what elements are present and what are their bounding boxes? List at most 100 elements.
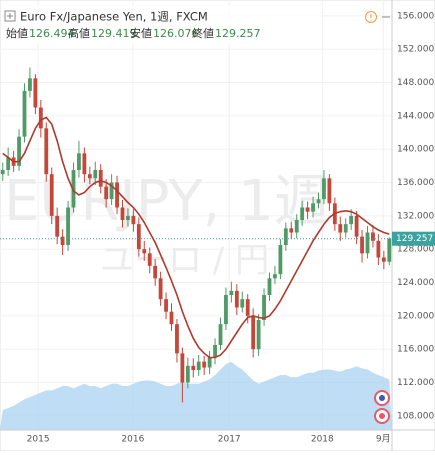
candle-body xyxy=(343,224,348,233)
candle-body xyxy=(158,278,163,300)
candle-body xyxy=(87,174,92,179)
candle-body xyxy=(175,324,179,354)
candle-body xyxy=(38,107,43,129)
ohlc-label: 安値 xyxy=(130,26,152,40)
candle-body xyxy=(196,361,201,370)
candle-body xyxy=(229,290,234,295)
y-tick-label: 144.000 xyxy=(397,111,434,121)
candle-body xyxy=(371,232,375,241)
candle-body xyxy=(213,345,217,358)
candle-body xyxy=(180,353,185,383)
candle-body xyxy=(338,224,343,233)
candle-body xyxy=(185,365,190,383)
y-tick-label: 148.000 xyxy=(397,78,434,88)
candle-body xyxy=(283,228,288,245)
candle-body xyxy=(349,215,354,225)
candle-body xyxy=(55,215,60,237)
candle-body xyxy=(207,357,212,368)
candle-body xyxy=(300,207,305,220)
candle-body xyxy=(316,199,321,204)
x-tick-label: 9月 xyxy=(376,434,391,445)
last-price-label: 129.257 xyxy=(396,234,433,244)
candle-body xyxy=(28,78,32,91)
candle-body xyxy=(98,170,103,187)
candle-body xyxy=(234,290,239,308)
candle-body xyxy=(354,215,359,237)
candle-body xyxy=(262,295,266,320)
x-tick-label: 2016 xyxy=(121,435,144,445)
candle-body xyxy=(267,278,272,295)
candle-body xyxy=(22,90,27,137)
candle-body xyxy=(381,257,386,262)
y-tick-label: 136.000 xyxy=(397,178,434,188)
candle-body xyxy=(365,232,370,254)
candle-body xyxy=(322,178,326,200)
candle-body xyxy=(104,186,109,200)
candle-body xyxy=(164,299,168,312)
candle-body xyxy=(0,170,5,175)
candle-body xyxy=(273,274,277,279)
volume-area xyxy=(0,361,392,430)
ohlc-value: 126.076 xyxy=(153,27,199,40)
candle-body xyxy=(60,236,65,245)
ohlc-value: 129.257 xyxy=(215,27,261,40)
candle-body xyxy=(66,207,70,245)
candle-body xyxy=(120,207,125,220)
event-icon-dot xyxy=(379,413,385,419)
candle-body xyxy=(251,315,256,350)
candle-body xyxy=(136,224,141,250)
symbol-title: Euro Fx/Japanese Yen, 1週, FXCM xyxy=(20,10,208,24)
moving-average xyxy=(2,116,390,359)
y-tick-label: 140.000 xyxy=(397,145,434,155)
y-tick-label: 124.000 xyxy=(397,278,434,288)
event-icon-dot xyxy=(379,395,385,401)
candle-body xyxy=(49,174,54,216)
candle-body xyxy=(376,240,381,258)
candle-body xyxy=(360,236,364,254)
candle-body xyxy=(305,207,310,212)
candle-body xyxy=(327,178,332,204)
candle-body xyxy=(131,215,136,225)
y-tick-label: 108.000 xyxy=(397,411,434,421)
candle-body xyxy=(6,157,11,170)
candle-body xyxy=(278,245,283,275)
candle-body xyxy=(115,182,119,208)
candle-body xyxy=(71,170,76,208)
collapse-icon-plus xyxy=(7,13,13,19)
candle-body xyxy=(311,203,315,212)
candle-body xyxy=(191,365,196,370)
candle-body xyxy=(169,311,174,325)
y-tick-label: 120.000 xyxy=(397,311,434,321)
candle-body xyxy=(256,320,261,350)
candle-body xyxy=(294,220,299,233)
alert-icon[interactable] xyxy=(365,11,377,23)
x-tick-label: 2015 xyxy=(27,435,50,445)
candle-body xyxy=(142,249,147,254)
candle-body xyxy=(289,228,294,233)
x-tick-label: 2017 xyxy=(218,435,241,445)
y-tick-label: 116.000 xyxy=(397,345,434,355)
candle-body xyxy=(153,265,158,279)
y-tick-label: 132.000 xyxy=(397,211,434,221)
y-tick-label: 156.000 xyxy=(397,11,434,21)
candle-body xyxy=(147,253,152,266)
ohlc-value: 126.494 xyxy=(29,27,75,40)
last-price-box xyxy=(392,231,435,246)
collapse-icon[interactable] xyxy=(4,10,16,22)
y-tick-label: 112.000 xyxy=(397,378,434,388)
candle-body xyxy=(126,215,130,220)
candle-body xyxy=(17,136,21,166)
x-tick-label: 2018 xyxy=(311,435,334,445)
legend-bg xyxy=(2,5,322,43)
y-tick-label: 152.000 xyxy=(397,45,434,55)
candle-body xyxy=(82,153,87,175)
candle-body xyxy=(245,299,250,316)
candle-body xyxy=(93,170,98,179)
ohlc-label: 始値 xyxy=(6,26,28,40)
candle-body xyxy=(77,153,81,170)
candle-body xyxy=(202,361,207,368)
candle-body xyxy=(33,78,38,108)
watermark-sub: ユーロ / 円 xyxy=(100,241,269,281)
ohlc-label: 高値 xyxy=(68,26,90,40)
